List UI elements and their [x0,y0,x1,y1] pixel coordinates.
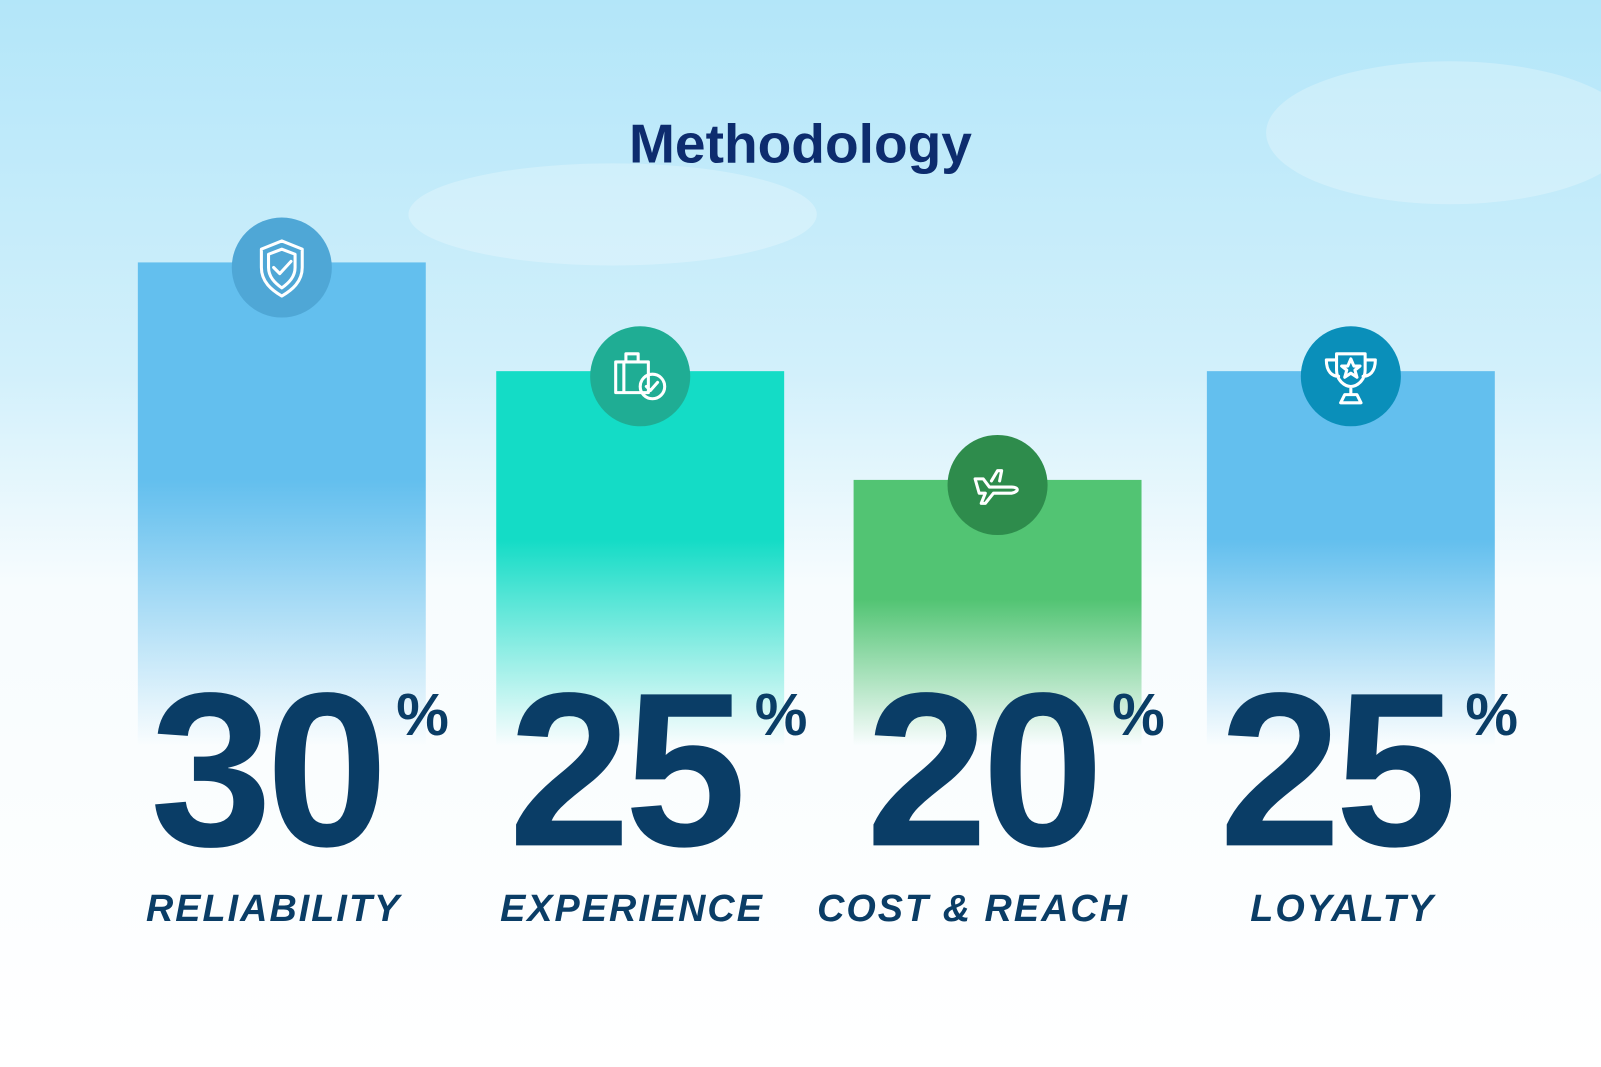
icon [1324,352,1377,405]
value-label: 25% [1219,646,1518,892]
cloud [408,163,817,266]
category-label: RELIABILITY [146,888,403,930]
value-label: 30% [150,646,449,892]
icon [973,469,1019,505]
bar [1206,371,1495,915]
icon-badge [947,434,1048,536]
category-label: LOYALTY [1250,888,1437,930]
value-label: 20% [866,646,1165,892]
bar [496,371,785,915]
bar [137,262,426,915]
bar [853,479,1142,915]
icon [259,239,304,298]
icon-badge [231,217,332,318]
category-label: COST & REACH [817,888,1129,930]
category-label: EXPERIENCE [500,888,764,930]
chart-title: Methodology [629,113,972,175]
value-label: 25% [508,646,807,892]
cloud [1266,61,1601,205]
icon-badge [1300,326,1401,427]
icon [614,352,667,401]
icon-badge [590,326,691,427]
